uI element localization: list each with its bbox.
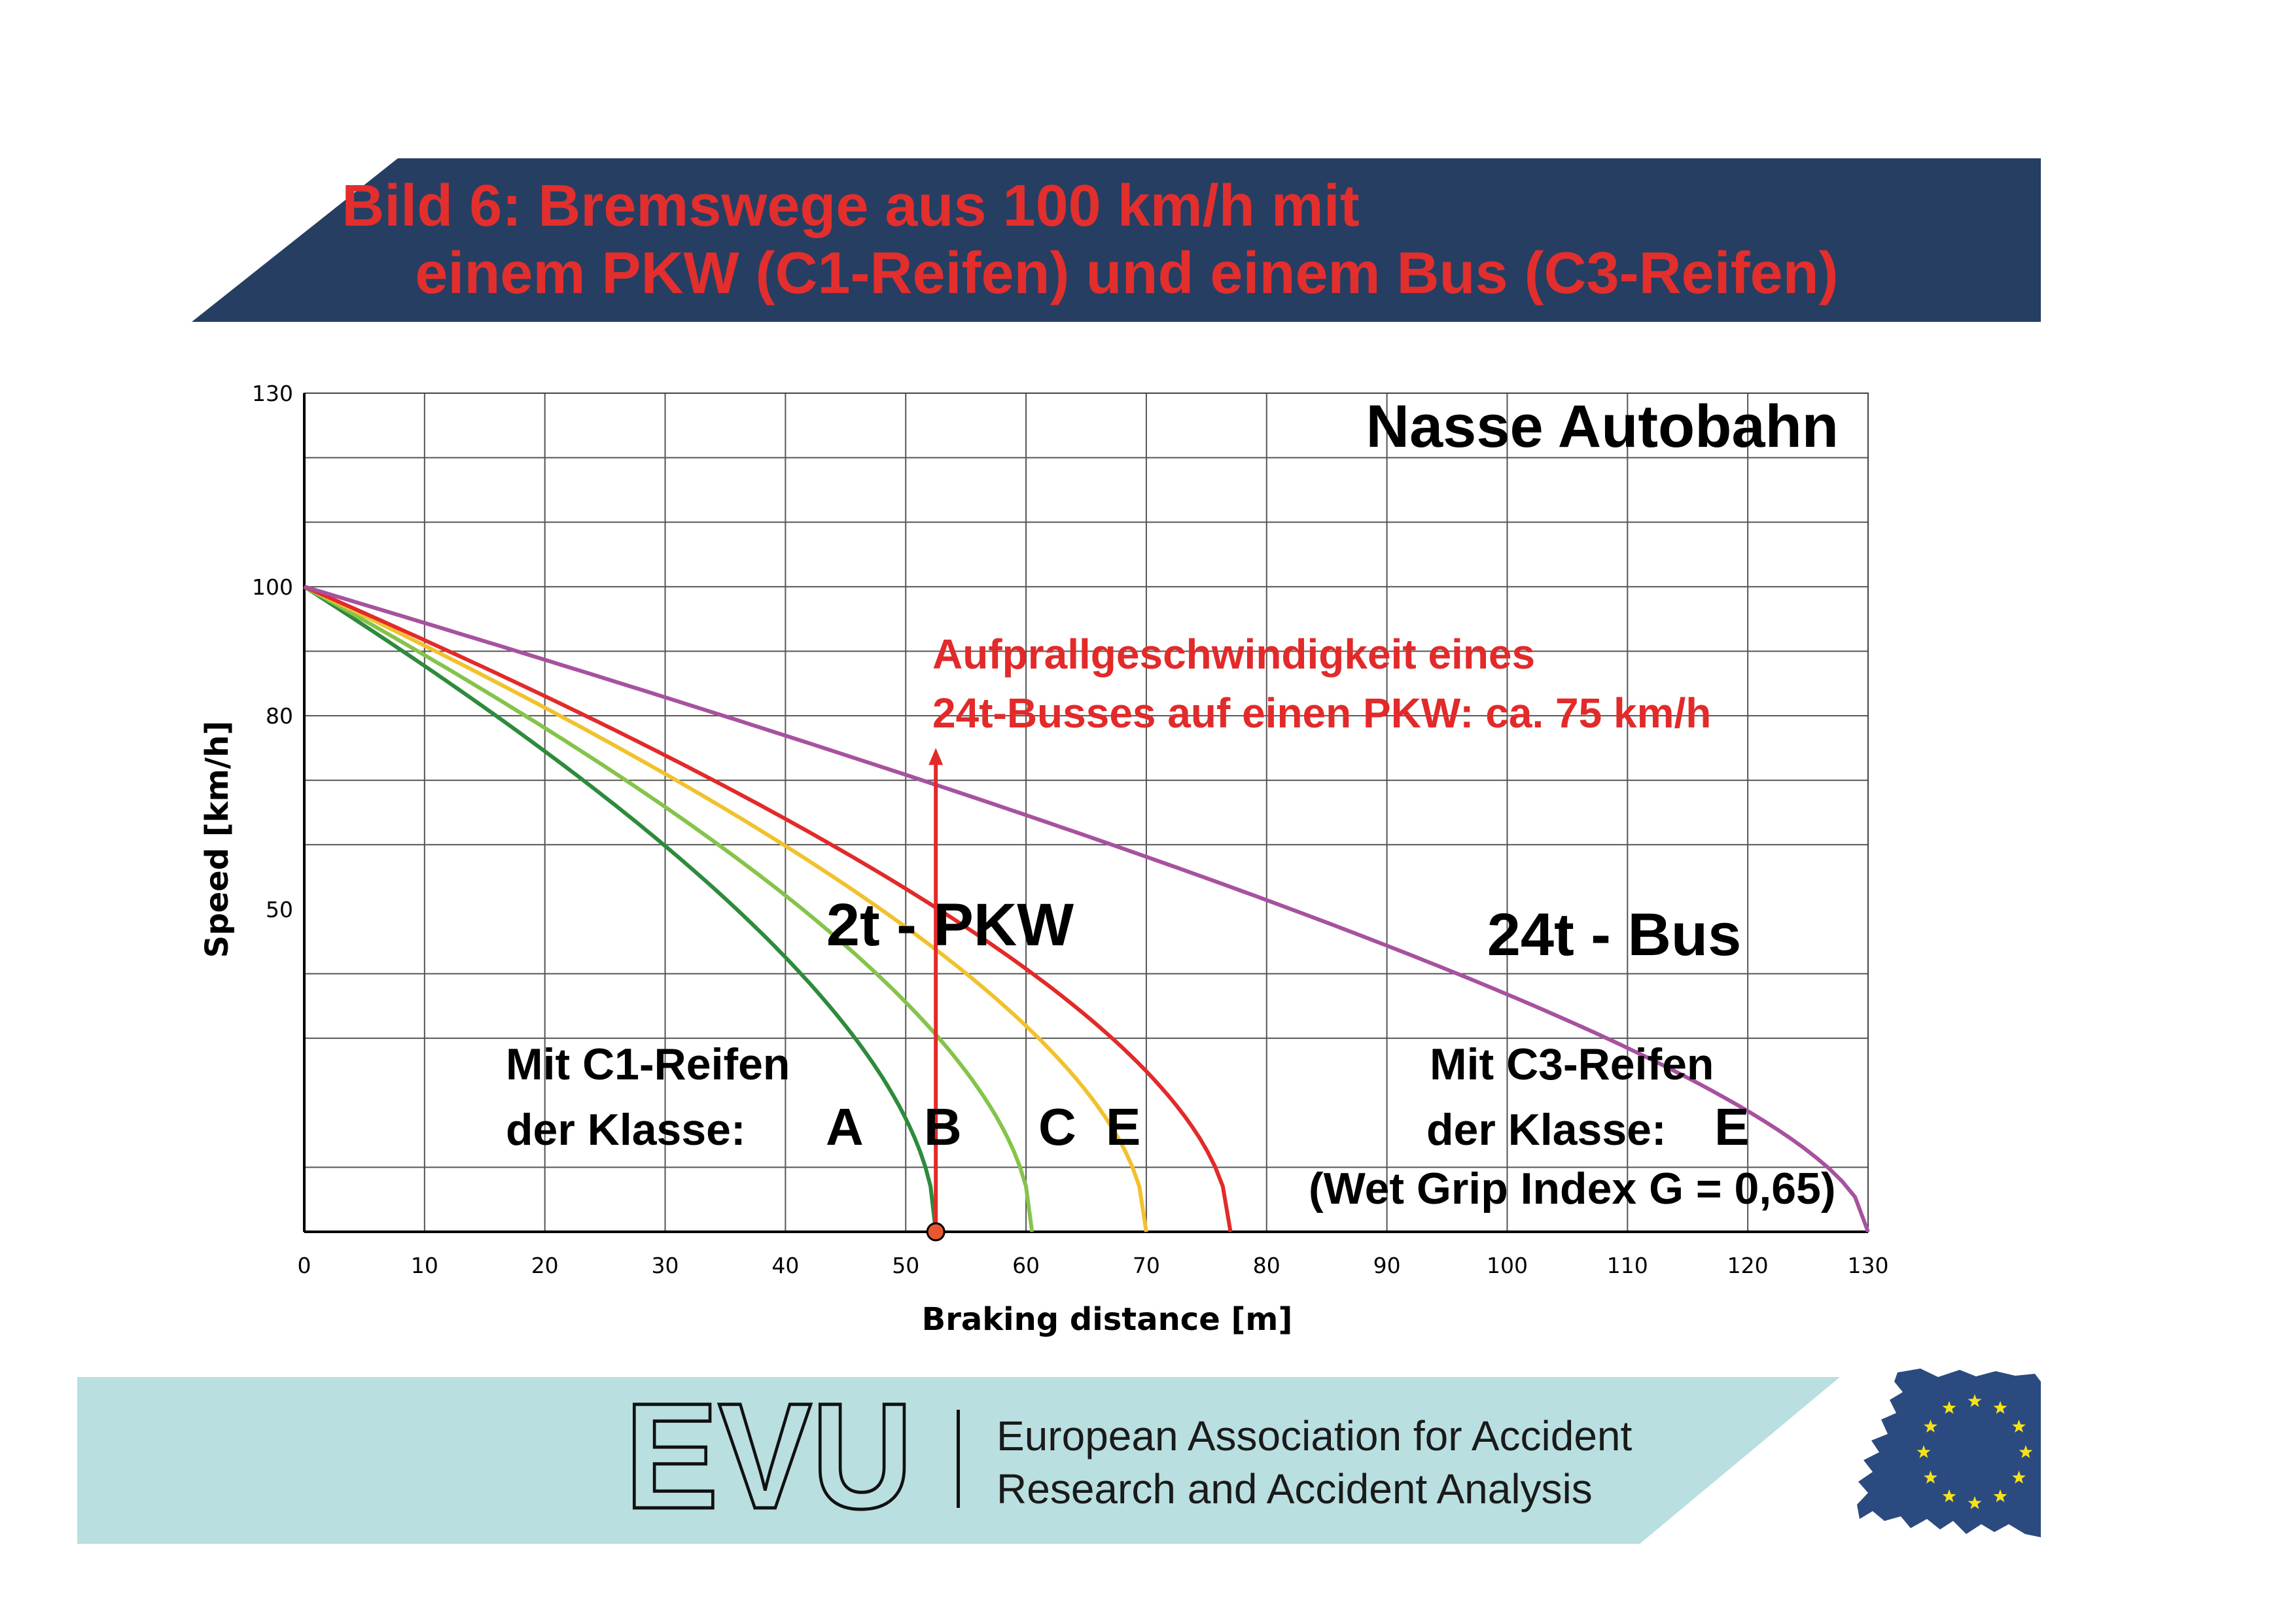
evu-logo-text: EVU <box>625 1372 913 1540</box>
x-tick-label: 10 <box>411 1253 438 1278</box>
chart-title: Nasse Autobahn <box>1366 393 1839 460</box>
y-tick-label: 100 <box>252 574 293 600</box>
wet-grip-label: (Wet Grip Index G = 0,65) <box>1309 1164 1836 1213</box>
x-tick-label: 130 <box>1848 1253 1889 1278</box>
x-tick-label: 0 <box>298 1253 311 1278</box>
c1-label-line1: Mit C1-Reifen <box>506 1039 790 1089</box>
x-tick-label: 110 <box>1607 1253 1648 1278</box>
series-curve-4-e <box>304 584 1870 1233</box>
impact-marker <box>926 748 945 1242</box>
y-tick-label: 80 <box>266 703 293 729</box>
y-tick-label: 130 <box>252 381 293 406</box>
y-tick-label: 50 <box>266 897 293 922</box>
star-icon <box>2012 1471 2026 1484</box>
star-icon <box>1993 1401 2007 1414</box>
braking-chart: 0 10 20 30 40 50 60 70 80 90 100 110 120 130 130 100 80… <box>199 381 1889 1338</box>
series-curve-3-e <box>303 585 1233 1232</box>
x-tick-label: 50 <box>892 1253 919 1278</box>
star-icon <box>1942 1401 1956 1414</box>
star-icon <box>1924 1471 1937 1484</box>
impact-arrow-head <box>928 748 944 765</box>
x-tick-label: 60 <box>1012 1253 1040 1278</box>
x-axis-title: Braking distance [m] <box>922 1301 1293 1338</box>
footer-divider <box>957 1410 960 1508</box>
x-tick-label: 120 <box>1727 1253 1769 1278</box>
x-tick-label: 80 <box>1253 1253 1280 1278</box>
eu-stars <box>1916 1394 2033 1509</box>
c1-class-b: B <box>924 1098 962 1156</box>
x-axis-ticks: 0 10 20 30 40 50 60 70 80 90 100 110 120 130 <box>298 1253 1889 1278</box>
c1-label-line2: der Klasse: <box>506 1105 746 1155</box>
header-title-line2: einem PKW (C1-Reifen) und einem Bus (C3-… <box>415 241 1838 306</box>
x-tick-label: 30 <box>652 1253 679 1278</box>
plot-frame <box>303 393 1869 1233</box>
impact-annotation-line2: 24t-Busses auf einen PKW: ca. 75 km/h <box>932 689 1711 737</box>
y-axis-title: Speed [km/h] <box>199 721 236 958</box>
series-curve-2-c <box>303 585 1148 1232</box>
c3-label-line1: Mit C3-Reifen <box>1430 1039 1714 1089</box>
bus-label: 24t - Bus <box>1487 901 1742 968</box>
org-name-line2: Research and Accident Analysis <box>997 1465 1593 1512</box>
evu-logo: EVU <box>624 1370 915 1542</box>
series-layer <box>303 584 1870 1233</box>
x-tick-label: 100 <box>1487 1253 1528 1278</box>
org-name-line1: European Association for Accident <box>997 1412 1633 1459</box>
y-axis-ticks: 130 100 80 50 <box>252 381 293 922</box>
header: Bild 6: Bremswege aus 100 km/h mit einem… <box>192 158 2041 322</box>
header-band <box>192 158 2041 322</box>
header-title-line1: Bild 6: Bremswege aus 100 km/h mit <box>342 173 1360 239</box>
impact-dot <box>926 1222 945 1242</box>
star-icon <box>2012 1420 2026 1433</box>
star-icon <box>1993 1489 2007 1503</box>
c1-class-a: A <box>826 1098 864 1156</box>
star-icon <box>2019 1445 2033 1458</box>
star-icon <box>1916 1445 1931 1458</box>
star-icon <box>1924 1420 1937 1433</box>
star-icon <box>1968 1496 1982 1509</box>
x-tick-label: 40 <box>771 1253 799 1278</box>
c1-class-e: E <box>1106 1098 1140 1156</box>
x-tick-label: 20 <box>531 1253 559 1278</box>
x-tick-label: 90 <box>1373 1253 1401 1278</box>
c3-label-line2: der Klasse: <box>1426 1105 1667 1155</box>
star-icon <box>1942 1489 1956 1503</box>
series-curve-0-a <box>303 585 938 1232</box>
europe-map-icon <box>1857 1369 2041 1537</box>
c3-class-e: E <box>1714 1098 1749 1156</box>
series-curve-1-b <box>303 585 1034 1232</box>
pkw-label: 2t - PKW <box>826 892 1074 958</box>
chart-grid <box>304 393 1868 1232</box>
footer: EVU European Association for Accident Re… <box>77 1369 2041 1544</box>
europe-map-shape <box>1857 1369 2041 1537</box>
c1-class-c: C <box>1038 1098 1076 1156</box>
star-icon <box>1968 1394 1982 1407</box>
x-tick-label: 70 <box>1133 1253 1160 1278</box>
impact-annotation-line1: Aufprallgeschwindigkeit eines <box>932 631 1535 678</box>
